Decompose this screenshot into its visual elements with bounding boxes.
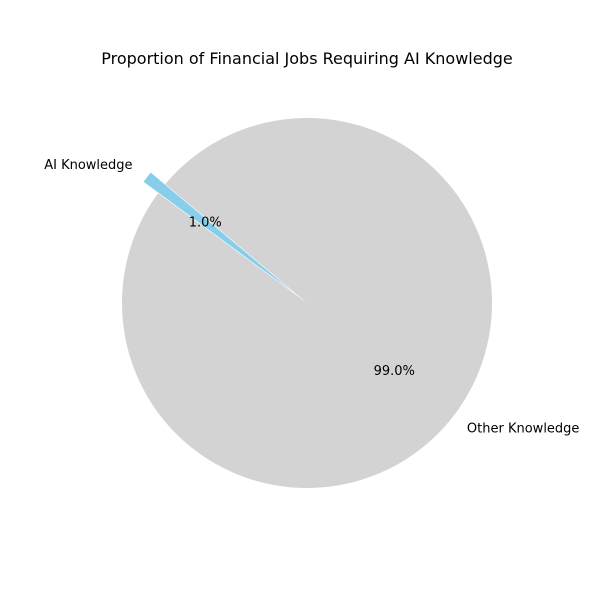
pie-slice-other-knowledge (121, 118, 492, 489)
pie-label-ai-knowledge: AI Knowledge (44, 158, 132, 173)
pie-slice-ai-knowledge (143, 172, 293, 292)
chart-title: Proportion of Financial Jobs Requiring A… (101, 49, 512, 68)
pie-pct-label-ai-knowledge: 1.0% (189, 215, 222, 230)
pie-labels: 1.0% AI Knowledge 99.0% Other Knowledge (44, 158, 579, 436)
pie-pct-label-other-knowledge: 99.0% (374, 364, 415, 379)
pie-slices (121, 118, 492, 489)
pie-label-other-knowledge: Other Knowledge (467, 421, 580, 436)
